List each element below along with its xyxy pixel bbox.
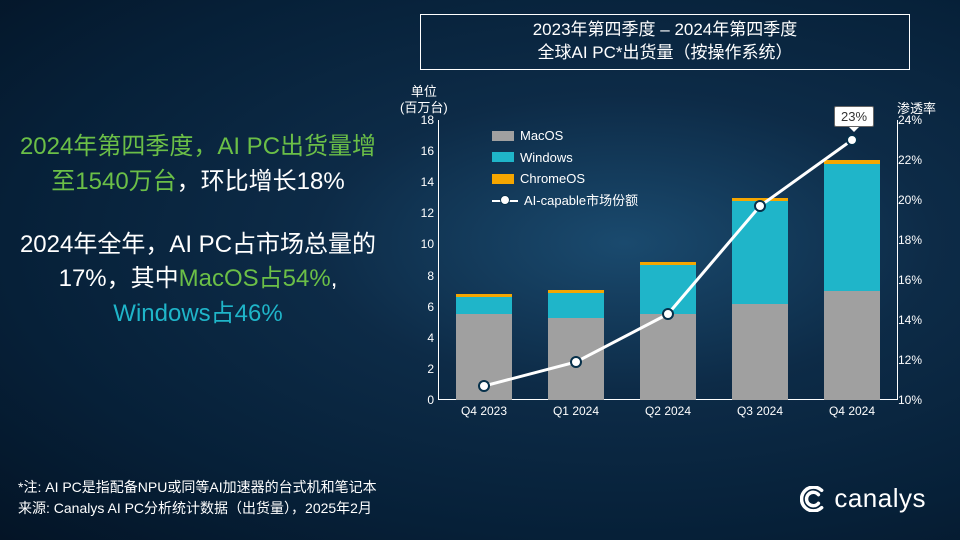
y-right-tick: 14% <box>898 313 934 327</box>
y-axis-right: 10%12%14%16%18%20%22%24% <box>898 120 934 400</box>
x-tick: Q4 2023 <box>461 404 507 418</box>
line-callout: 23% <box>834 106 874 127</box>
y-left-unit: 单位 (百万台) <box>400 84 448 115</box>
y-right-tick: 22% <box>898 153 934 167</box>
brand-text: canalys <box>834 483 926 514</box>
y-right-tick: 20% <box>898 193 934 207</box>
title-line2: 全球AI PC*出货量（按操作系统） <box>537 42 792 65</box>
unit-left-l1: 单位 <box>400 84 448 100</box>
y-left-tick: 4 <box>400 331 434 345</box>
brand: canalys <box>800 483 926 514</box>
y-left-tick: 8 <box>400 269 434 283</box>
footnote-l2: 来源: Canalys AI PC分析统计数据（出货量），2025年2月 <box>18 498 377 518</box>
x-axis: Q4 2023 Q1 2024 Q2 2024 Q3 2024 Q4 2024 <box>438 404 898 422</box>
y-right-tick: 10% <box>898 393 934 407</box>
y-axis-left: 024681012141618 <box>400 120 434 400</box>
x-tick: Q4 2024 <box>829 404 875 418</box>
y-left-tick: 0 <box>400 393 434 407</box>
plot-area: 23% <box>438 120 898 400</box>
x-tick: Q3 2024 <box>737 404 783 418</box>
chart-area: 024681012141618 10%12%14%16%18%20%22%24%… <box>400 120 934 430</box>
y-right-tick: 18% <box>898 233 934 247</box>
y-left-tick: 2 <box>400 362 434 376</box>
footnote: *注: AI PC是指配备NPU或同等AI加速器的台式机和笔记本 来源: Can… <box>18 477 377 518</box>
y-right-tick: 16% <box>898 273 934 287</box>
x-tick: Q1 2024 <box>553 404 599 418</box>
y-left-tick: 12 <box>400 206 434 220</box>
line-series <box>438 120 898 400</box>
y-right-tick: 24% <box>898 113 934 127</box>
y-left-tick: 16 <box>400 144 434 158</box>
y-right-tick: 12% <box>898 353 934 367</box>
y-left-tick: 14 <box>400 175 434 189</box>
y-left-tick: 6 <box>400 300 434 314</box>
x-tick: Q2 2024 <box>645 404 691 418</box>
y-left-tick: 18 <box>400 113 434 127</box>
y-left-tick: 10 <box>400 237 434 251</box>
left-summary: 2024年第四季度，AI PC出货量增至1540万台，环比增长18%2024年全… <box>18 130 378 360</box>
footnote-l1: *注: AI PC是指配备NPU或同等AI加速器的台式机和笔记本 <box>18 477 377 497</box>
brand-mark-icon <box>800 486 826 512</box>
title-line1: 2023年第四季度 – 2024年第四季度 <box>533 19 798 42</box>
chart-title-box: 2023年第四季度 – 2024年第四季度 全球AI PC*出货量（按操作系统） <box>420 14 910 70</box>
